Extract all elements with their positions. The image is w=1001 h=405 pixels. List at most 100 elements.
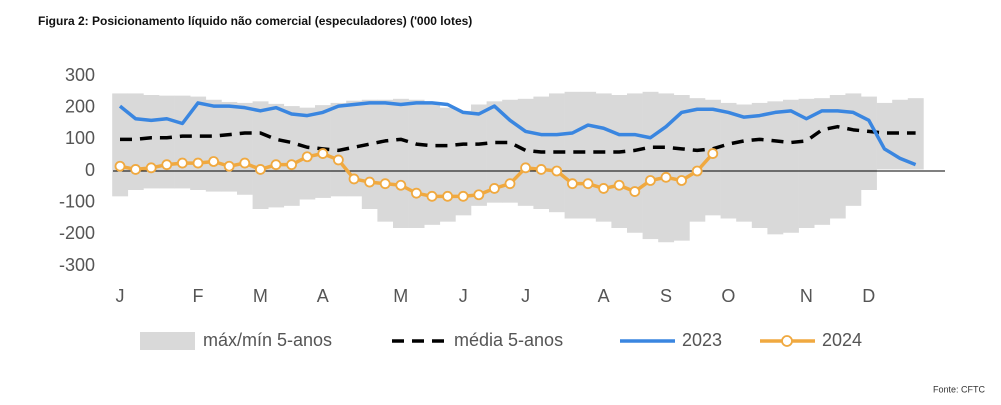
marker [176,157,188,169]
series-line [120,124,916,154]
y-tick-label: 300 [65,65,95,85]
range-bar [174,95,191,189]
marker [395,179,407,191]
marker [145,162,157,174]
range-bar [783,99,799,233]
marker [301,151,313,163]
marker [676,175,687,186]
series-line [118,101,917,167]
range-bar [143,95,160,189]
range-bar [736,104,753,222]
marker [114,160,126,172]
x-tick-label: S [660,286,672,306]
marker [598,183,609,194]
marker [613,179,625,191]
y-tick-label: -200 [59,223,95,243]
x-tick-label: O [721,286,735,306]
legend-marker [781,335,793,347]
marker [442,190,454,202]
marker [254,164,266,175]
marker [223,160,235,172]
marker [645,175,656,186]
range-bar [798,98,815,228]
marker [629,186,641,197]
marker [567,178,578,190]
x-tick-label: M [393,286,408,306]
marker [317,148,329,159]
range-bar [627,93,643,233]
range-bar [237,102,253,195]
marker [504,178,516,190]
range-bar [892,99,909,170]
range-bar [268,103,285,208]
legend-label: média 5-anos [454,330,563,350]
y-tick-label: -100 [59,191,95,211]
legend-swatch [140,332,195,350]
x-tick-label: A [317,286,329,306]
marker [457,190,469,202]
range-bar [658,93,675,243]
legend-label: máx/mín 5-anos [203,330,332,350]
range-bar [720,102,737,219]
range-bar [439,107,456,222]
range-bar [424,102,441,225]
marker [691,165,703,177]
range-bar [502,99,519,203]
marker [130,164,142,175]
range-bar [205,99,222,192]
range-bar [673,95,690,241]
source: Fonte: CFTC [933,384,986,394]
y-tick-label: 100 [65,128,95,148]
x-tick-label: J [521,286,530,306]
range-bar [159,95,175,189]
range-bar [471,104,487,206]
marker [660,171,672,183]
marker [364,176,376,188]
range-bar [814,98,831,225]
range-bar [907,98,924,170]
marker [488,183,500,194]
x-tick-label: J [116,286,125,306]
x-tick-label: N [800,286,813,306]
range-bar [689,98,706,222]
range-bar [642,91,659,240]
range-bar [393,98,409,228]
range-bar [455,110,472,216]
marker [192,157,204,169]
marker [473,189,485,201]
legend-label: 2024 [822,330,862,350]
y-tick-label: -300 [59,255,95,275]
range-bar [751,102,768,228]
marker [348,173,360,185]
range-bar [580,91,597,219]
marker [161,159,173,171]
range-bar [829,95,846,219]
range-bar [377,99,394,222]
marker [410,187,422,199]
range-bar [564,91,581,219]
range-bar [845,93,862,206]
range-bar [361,99,378,209]
range-bar [517,98,534,206]
legend-label: 2023 [682,330,722,350]
range-bar [221,101,238,192]
marker [239,157,251,169]
range-bar [486,101,503,203]
x-tick-label: A [598,286,610,306]
marker [551,165,563,177]
range-bar [595,93,612,222]
range-bar [283,106,300,206]
x-tick-label: D [862,286,875,306]
range-bar [408,99,425,228]
marker [520,162,531,174]
range-bar [861,96,877,190]
range-bar [127,93,144,190]
marker [270,159,282,171]
x-tick-label: J [459,286,468,306]
x-tick-label: F [193,286,204,306]
y-tick-label: 0 [85,160,95,180]
marker [582,178,594,190]
marker [426,190,438,202]
marker [707,148,719,159]
